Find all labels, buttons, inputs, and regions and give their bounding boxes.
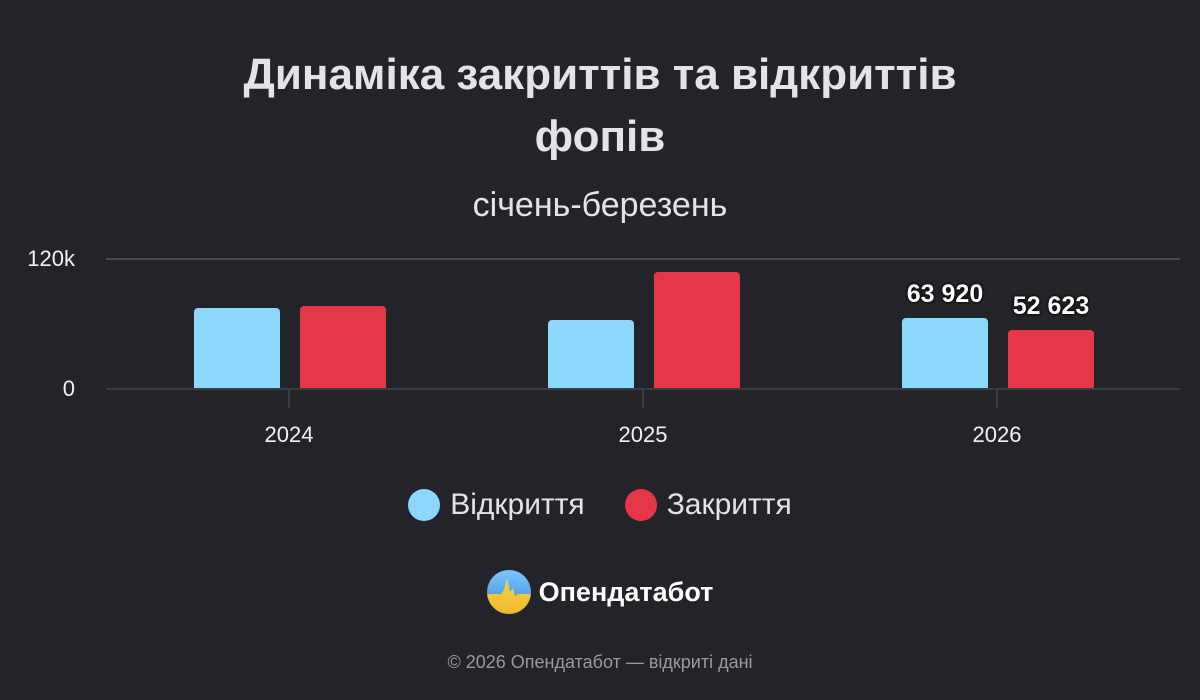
legend-dot-icon bbox=[408, 489, 441, 521]
bar-close-2025[interactable] bbox=[654, 272, 740, 388]
legend-dot-icon bbox=[624, 489, 657, 521]
chart-title: Динаміка закриттів та відкриттів фопів bbox=[0, 44, 1200, 168]
legend: Відкриття Закриття bbox=[0, 488, 1200, 522]
chart-title-line1: Динаміка закриттів та відкриттів bbox=[243, 50, 957, 99]
copyright-footer: © 2026 Опендатабот — відкриті дані bbox=[447, 652, 753, 672]
x-label-2024: 2024 bbox=[264, 422, 314, 447]
bar-open-2024[interactable] bbox=[194, 308, 280, 388]
y-tick-0: 0 bbox=[62, 376, 75, 401]
x-tick-2025 bbox=[642, 390, 644, 408]
brand-name: Опендатабот bbox=[538, 576, 714, 607]
opendatabot-logo-icon bbox=[486, 570, 531, 614]
x-tick-2024 bbox=[288, 390, 290, 408]
bar-open-2026[interactable] bbox=[902, 318, 988, 388]
brand-logo: Опендатабот bbox=[0, 570, 1200, 614]
y-tick-120k: 120k bbox=[27, 246, 75, 271]
legend-label: Відкриття bbox=[450, 488, 585, 521]
legend-item-openings[interactable]: Відкриття bbox=[408, 488, 585, 522]
x-label-2025: 2025 bbox=[618, 422, 668, 447]
gridline-120k bbox=[106, 258, 1180, 260]
chart-subtitle: січень-березень bbox=[472, 186, 728, 224]
x-axis-line bbox=[106, 388, 1180, 390]
legend-item-closures[interactable]: Закриття bbox=[624, 488, 792, 522]
chart-title-line2: фопів bbox=[534, 112, 666, 161]
bar-close-2024[interactable] bbox=[300, 306, 386, 388]
value-label-close-2026: 52 623 bbox=[1012, 292, 1090, 320]
x-label-2026: 2026 bbox=[972, 422, 1022, 447]
bar-close-2026[interactable] bbox=[1008, 330, 1094, 388]
bar-open-2025[interactable] bbox=[548, 320, 634, 388]
value-label-open-2026: 63 920 bbox=[906, 280, 984, 308]
legend-label: Закриття bbox=[666, 488, 792, 521]
x-tick-2026 bbox=[996, 390, 998, 408]
